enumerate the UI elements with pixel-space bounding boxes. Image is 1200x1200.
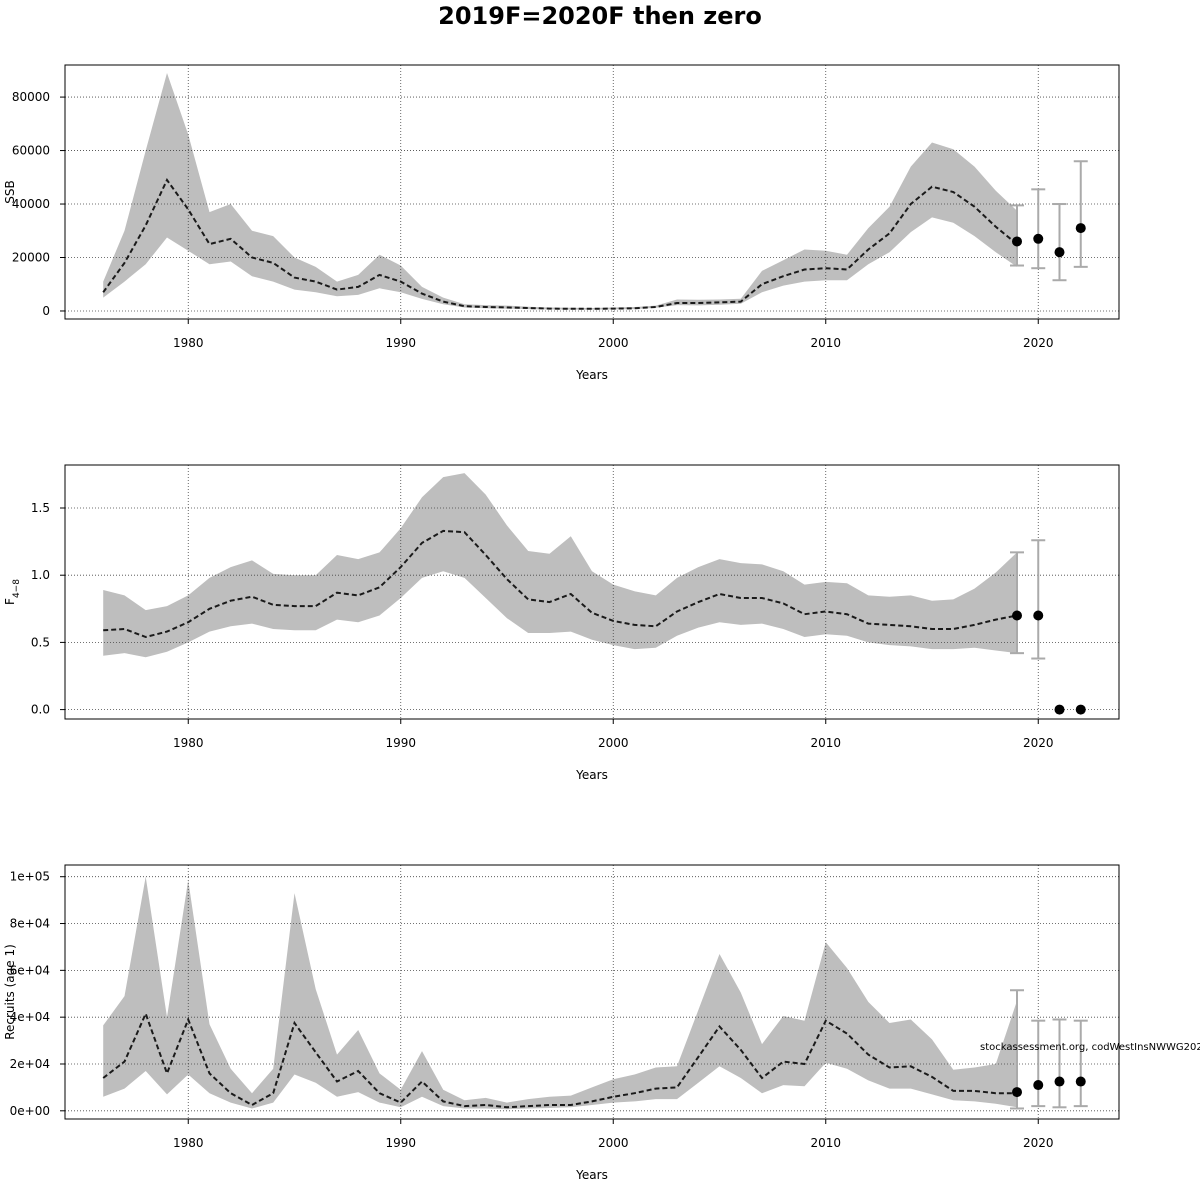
x-tick-label: 2000 bbox=[598, 1136, 629, 1150]
estimate-line bbox=[102, 1011, 1017, 1109]
forecast-point bbox=[1012, 236, 1022, 247]
y-tick-label: 0e+00 bbox=[10, 1104, 50, 1118]
x-tick-label: 2010 bbox=[810, 1136, 841, 1150]
confidence-band bbox=[103, 473, 1017, 658]
x-tick-label: 2020 bbox=[1023, 336, 1054, 350]
plot-frame bbox=[64, 464, 1120, 720]
estimate-line bbox=[102, 178, 1018, 310]
recruitment-panel: 1980 1990 2000 2010 2020 0e+00 2e+04 4e+04 6e+04… bbox=[3, 864, 1120, 1182]
y-tick-label: 1e+05 bbox=[10, 870, 50, 884]
y-tick-label: 8e+04 bbox=[10, 917, 50, 931]
fishing-mortality-panel: 1980 1990 2000 2010 2020 0.0 0.5 1.0 1.5 Years F4−… bbox=[3, 464, 1120, 782]
x-tick-label: 2020 bbox=[1023, 736, 1054, 750]
confidence-band bbox=[103, 73, 1017, 310]
x-tick-label: 1990 bbox=[385, 336, 416, 350]
y-tick-label: 40000 bbox=[12, 197, 50, 211]
x-tick-label: 1980 bbox=[173, 736, 204, 750]
x-tick-label: 2000 bbox=[598, 336, 629, 350]
plot-frame bbox=[64, 864, 1120, 1120]
plot-frame bbox=[64, 64, 1120, 320]
y-tick-label: 6e+04 bbox=[10, 963, 50, 977]
estimate-line bbox=[103, 529, 1018, 639]
x-axis-title: Years bbox=[575, 1168, 608, 1182]
y-tick-label: 0.0 bbox=[31, 703, 50, 717]
x-tick-label: 2000 bbox=[598, 736, 629, 750]
x-tick-label: 2020 bbox=[1023, 1136, 1054, 1150]
y-tick-label: 20000 bbox=[12, 251, 50, 265]
forecast-point bbox=[1012, 610, 1022, 621]
y-tick-label: 60000 bbox=[12, 144, 50, 158]
x-tick-label: 1990 bbox=[385, 1136, 416, 1150]
x-tick-label: 2010 bbox=[810, 336, 841, 350]
forecast-point bbox=[1012, 1087, 1022, 1098]
x-tick-label: 1980 bbox=[173, 336, 204, 350]
y-tick-label: 0.5 bbox=[31, 635, 50, 649]
confidence-band bbox=[103, 876, 1017, 1110]
y-axis-title: Recruits (age 1) bbox=[3, 944, 17, 1040]
forecast-point bbox=[1075, 704, 1086, 715]
forecast-point bbox=[1054, 247, 1065, 258]
y-tick-label: 0 bbox=[42, 304, 50, 318]
x-tick-label: 2010 bbox=[810, 736, 841, 750]
forecast-point bbox=[1033, 233, 1044, 244]
y-tick-label: 1.5 bbox=[31, 501, 50, 515]
forecast-point bbox=[1054, 704, 1065, 715]
forecast-point bbox=[1033, 1080, 1044, 1091]
chart-title: 2019F=2020F then zero bbox=[438, 2, 762, 30]
y-tick-label: 1.0 bbox=[31, 568, 50, 582]
forecast-point bbox=[1054, 1076, 1065, 1087]
x-tick-label: 1990 bbox=[385, 736, 416, 750]
x-axis-title: Years bbox=[575, 368, 608, 382]
forecast-point bbox=[1075, 223, 1086, 234]
ssb-panel: 1980 1990 2000 2010 2020 0 20000 40000 60000 8000… bbox=[3, 64, 1120, 382]
y-tick-label: 80000 bbox=[12, 90, 50, 104]
forecast-point bbox=[1033, 610, 1044, 621]
y-tick-label: 4e+04 bbox=[10, 1010, 50, 1024]
credit-text: stockassessment.org, codWestInsNWWG2020 bbox=[980, 1042, 1200, 1053]
x-axis-title: Years bbox=[575, 768, 608, 782]
y-tick-label: 2e+04 bbox=[10, 1057, 50, 1071]
y-axis-title-subscript: 4−8 bbox=[12, 579, 22, 598]
x-tick-label: 1980 bbox=[173, 1136, 204, 1150]
y-axis-title: SSB bbox=[3, 180, 17, 203]
y-axis-title: F4−8 bbox=[3, 579, 22, 605]
forecast-point bbox=[1075, 1076, 1086, 1087]
